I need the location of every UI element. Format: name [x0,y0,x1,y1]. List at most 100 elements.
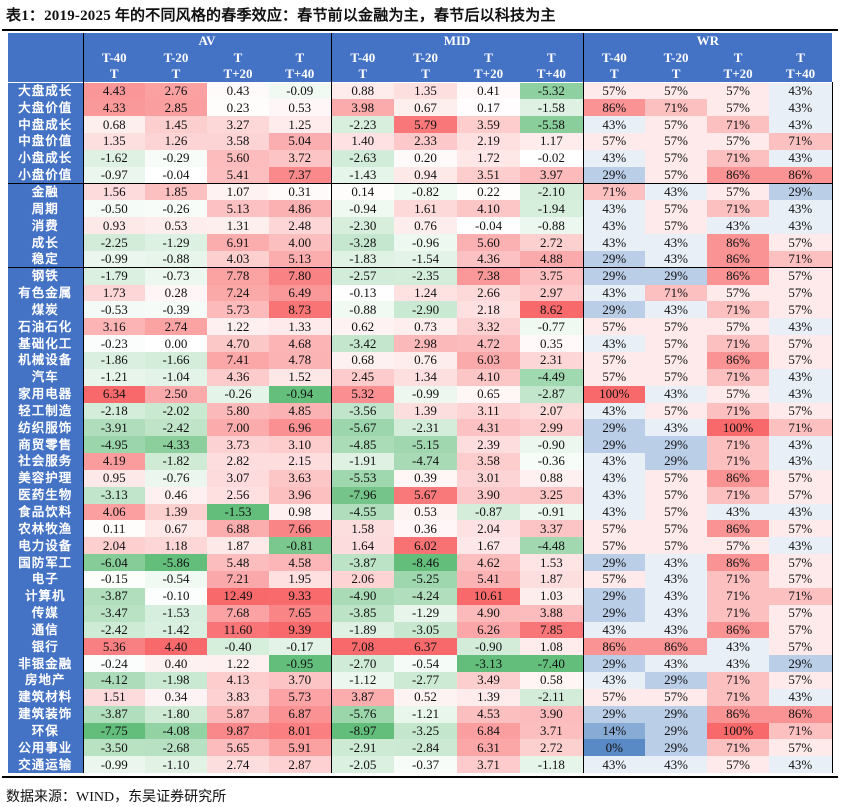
cell-mid-0: 1.64 [330,537,395,555]
cell-wr-1: 43% [645,587,708,605]
cell-wr-2: 43% [707,217,770,235]
cell-wr-0: 29% [582,250,646,268]
cell-wr-3: 57% [769,486,833,504]
cell-av-2: 11.60 [207,621,269,639]
cell-mid-3: 3.75 [520,267,584,285]
cell-av-1: -0.39 [145,301,207,319]
cell-av-2: 6.91 [207,234,269,251]
row-label: 周期 [8,200,83,218]
cell-mid-1: 0.76 [394,217,458,235]
cell-wr-2: 71% [707,402,770,420]
cell-wr-0: 43% [582,621,646,639]
cell-av-2: 4.36 [207,368,269,386]
cell-wr-3: 43% [769,200,833,218]
cell-av-1: -2.68 [145,739,207,757]
cell-wr-3: 71% [769,133,833,150]
cell-wr-3: 43% [769,82,833,100]
cell-wr-0: 43% [582,149,646,167]
row-label: 轻工制造 [8,402,83,420]
cell-av-2: 3.07 [207,469,269,487]
cell-mid-2: 0.22 [457,183,521,201]
cell-wr-2: 71% [707,436,770,454]
cell-mid-1: 0.73 [394,318,458,336]
header-wr-sub1-0: T-40 [582,49,646,66]
cell-mid-3: 3.37 [520,520,584,538]
cell-mid-3: 0.88 [520,469,584,487]
cell-wr-2: 100% [707,419,770,437]
cell-mid-0: -4.55 [330,503,395,521]
cell-wr-1: 43% [645,604,708,622]
cell-av-2: 1.87 [207,537,269,555]
row-label: 交通运输 [8,756,83,774]
cell-av-0: 1.51 [82,688,145,706]
cell-mid-1: -5.15 [394,436,458,454]
row-label: 煤炭 [8,301,83,319]
cell-wr-2: 86% [707,352,770,369]
cell-av-3: 7.65 [269,604,332,622]
cell-av-0: 4.19 [82,453,145,470]
cell-wr-2: 86% [707,267,770,285]
cell-av-0: 0.68 [82,116,145,134]
cell-mid-0: -2.63 [330,149,395,167]
cell-av-1: -0.26 [145,200,207,218]
table-row: 医药生物 -3.13 0.46 2.56 3.96 -7.96 5.67 3.90 3.25 43… [8,486,833,504]
cell-av-0: 0.93 [82,217,145,235]
cell-wr-1: 29% [645,436,708,454]
cell-wr-3: 57% [769,604,833,622]
cell-av-0: 1.35 [82,133,145,150]
cell-mid-0: 3.98 [330,99,395,117]
cell-mid-2: -0.90 [457,638,521,656]
cell-av-3: 3.70 [269,672,332,689]
cell-mid-0: -2.57 [330,267,395,285]
cell-av-1: 0.46 [145,486,207,504]
header-mid-sub1-3: T [520,49,584,66]
cell-mid-3: -1.94 [520,200,584,218]
cell-mid-1: -1.21 [394,705,458,723]
cell-av-1: 0.53 [145,217,207,235]
cell-av-1: -1.80 [145,705,207,723]
cell-mid-2: 3.58 [457,453,521,470]
cell-wr-1: 43% [645,183,708,201]
cell-wr-2: 86% [707,520,770,538]
cell-wr-3: 71% [769,587,833,605]
cell-mid-1: 5.67 [394,486,458,504]
cell-av-1: -1.82 [145,453,207,470]
cell-mid-1: 1.35 [394,82,458,100]
cell-mid-0: -5.53 [330,469,395,487]
cell-av-0: -3.13 [82,486,145,504]
cell-mid-2: 3.01 [457,469,521,487]
cell-mid-3: -5.32 [520,82,584,100]
cell-av-2: 1.22 [207,318,269,336]
cell-wr-1: 43% [645,301,708,319]
cell-wr-0: 43% [582,469,646,487]
table-row: 汽车 -1.21 -1.04 4.36 1.52 2.45 1.34 4.10 -4.49 57%… [8,368,833,386]
cell-av-2: 0.43 [207,82,269,100]
cell-wr-1: 57% [645,469,708,487]
cell-wr-0: 43% [582,756,646,774]
cell-wr-0: 29% [582,166,646,184]
cell-av-1: -0.88 [145,250,207,268]
cell-mid-1: -4.74 [394,453,458,470]
cell-mid-1: 2.98 [394,335,458,352]
cell-wr-3: 57% [769,352,833,369]
header-wr-sub2-0: T [582,66,646,83]
cell-mid-2: 4.72 [457,335,521,352]
cell-wr-0: 57% [582,537,646,555]
cell-mid-3: -2.11 [520,688,584,706]
header-av-sub2-1: T [145,66,207,83]
cell-av-2: -0.40 [207,638,269,656]
cell-mid-0: -5.67 [330,419,395,437]
cell-av-0: 3.16 [82,318,145,336]
cell-mid-1: -0.82 [394,183,458,201]
cell-mid-0: -1.83 [330,250,395,268]
cell-wr-2: 100% [707,722,770,740]
cell-mid-1: 0.20 [394,149,458,167]
cell-mid-1: -2.31 [394,419,458,437]
cell-mid-2: 4.31 [457,419,521,437]
table-row: 小盘价值 -0.97 -0.04 5.41 7.37 -1.43 0.94 3.51 3.97 2… [8,166,833,184]
cell-mid-3: -0.91 [520,503,584,521]
cell-wr-1: 29% [645,453,708,470]
cell-av-1: -1.66 [145,352,207,369]
cell-mid-3: 1.03 [520,587,584,605]
cell-mid-1: -0.96 [394,234,458,251]
